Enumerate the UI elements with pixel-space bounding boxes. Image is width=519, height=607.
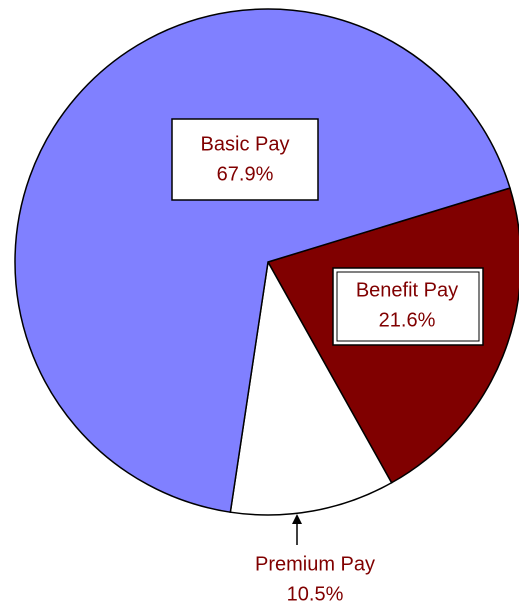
pie-slice	[229, 259, 393, 516]
pie-slice	[14, 8, 511, 514]
label-box	[332, 267, 484, 346]
slice-label-name: Basic Pay	[201, 133, 290, 155]
slice-label-name: Premium Pay	[255, 553, 375, 575]
slice-label-value: 10.5%	[287, 583, 344, 605]
arrow-head	[292, 514, 302, 524]
label-box-inner	[336, 271, 480, 342]
slice-label-value: 67.9%	[217, 163, 274, 185]
slice-label-name: Benefit Pay	[356, 279, 458, 301]
label-box	[171, 118, 319, 201]
slice-label-value: 21.6%	[379, 309, 436, 331]
